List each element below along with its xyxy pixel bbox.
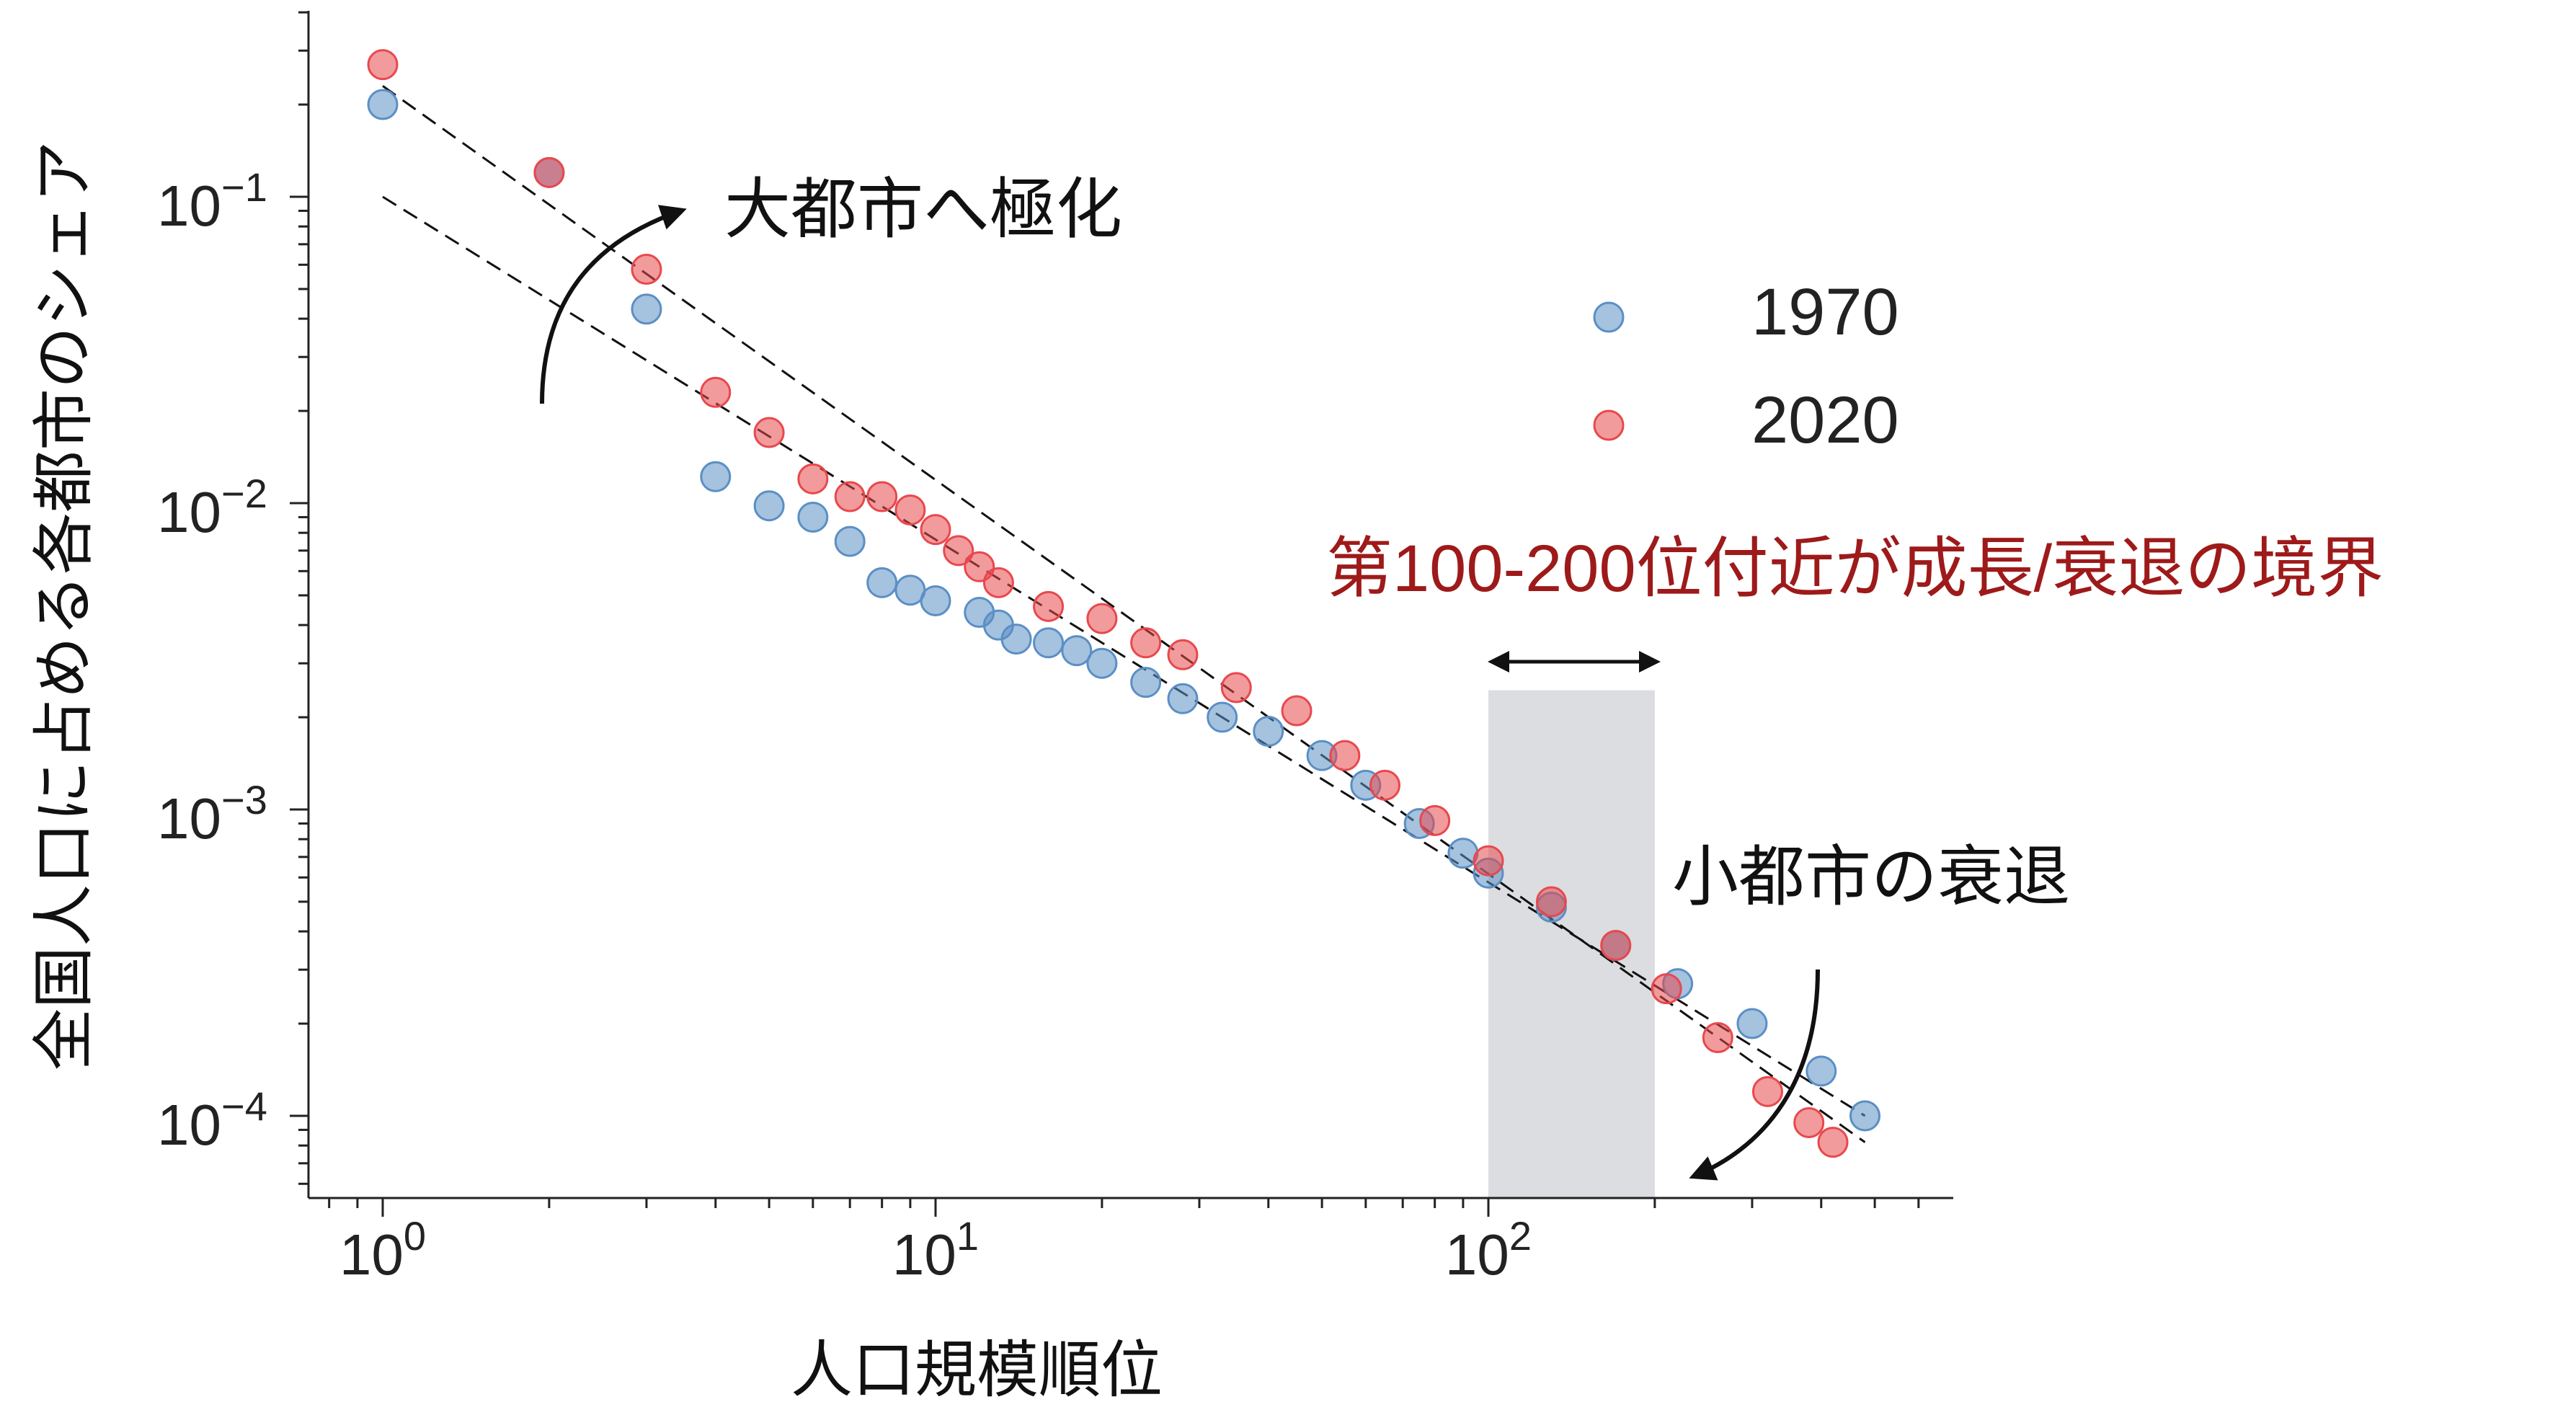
point-1970 (753, 490, 785, 522)
point-2020 (920, 514, 951, 546)
point-1970 (700, 461, 732, 492)
point-1970 (920, 585, 951, 616)
decline-annotation: 小都市の衰退 (1672, 840, 2070, 914)
point-1970 (631, 293, 662, 325)
point-2020 (982, 567, 1014, 598)
axes (307, 11, 1953, 1199)
decline-arrow (1689, 969, 1820, 1181)
point-2020 (943, 535, 974, 567)
point-2020 (1086, 603, 1118, 634)
fit-line (382, 85, 1866, 1143)
series-1970 (367, 89, 1881, 1132)
legend-marker-1970 (1593, 301, 1625, 333)
point-2020 (1130, 627, 1162, 659)
point-2020 (700, 376, 732, 408)
point-2020 (631, 254, 662, 285)
point-1970 (367, 89, 399, 120)
y-tick-label: 10−3 (157, 777, 267, 851)
point-2020 (1535, 886, 1567, 918)
point-2020 (1167, 639, 1199, 670)
fit-line (382, 195, 1866, 1117)
scatter-points (367, 49, 1881, 1158)
point-1970 (1061, 635, 1093, 667)
point-2020 (1033, 590, 1065, 622)
point-1970 (1736, 1008, 1768, 1039)
point-2020 (753, 417, 785, 448)
point-1970 (797, 501, 829, 533)
y-tick-label: 10−2 (157, 471, 267, 544)
point-1970 (1000, 624, 1032, 655)
point-1970 (1167, 683, 1199, 714)
legend: 1970 2020 (1593, 275, 1899, 457)
point-1970 (1033, 627, 1065, 659)
concentration-arrow (540, 205, 687, 404)
point-2020 (367, 49, 399, 81)
point-1970 (1253, 716, 1284, 747)
point-2020 (1751, 1075, 1783, 1107)
y-axis-label: 全国人口に占める各都市のシェア (30, 141, 99, 1070)
legend-marker-2020 (1593, 409, 1625, 441)
axis-ticks: 100 101 102 10−1 10−2 10−3 10−4 (157, 11, 1920, 1287)
point-2020 (533, 156, 565, 188)
point-2020 (1220, 672, 1252, 704)
point-2020 (1473, 845, 1504, 877)
point-2020 (1600, 930, 1632, 962)
point-2020 (1702, 1022, 1733, 1054)
point-2020 (1793, 1106, 1825, 1138)
point-2020 (834, 481, 866, 513)
point-2020 (797, 463, 829, 494)
legend-label-1970: 1970 (1751, 275, 1899, 349)
point-1970 (834, 525, 866, 557)
y-tick-label: 10−4 (157, 1083, 267, 1157)
point-1970 (1849, 1100, 1881, 1132)
x-tick-label: 100 (339, 1213, 426, 1287)
x-tick-label: 101 (892, 1213, 979, 1287)
point-2020 (1651, 973, 1682, 1005)
point-2020 (1369, 769, 1401, 801)
point-2020 (894, 494, 926, 525)
point-2020 (866, 481, 898, 513)
concentration-annotation: 大都市へ極化 (724, 173, 1122, 247)
x-axis-label: 人口規模順位 (791, 1336, 1163, 1402)
y-tick-label: 10−1 (157, 164, 267, 238)
point-1970 (1806, 1055, 1837, 1087)
point-2020 (1281, 695, 1313, 727)
fit-lines (382, 85, 1866, 1143)
legend-label-2020: 2020 (1751, 383, 1899, 457)
boundary-annotation: 第100-200位付近が成長/衰退の境界 (1326, 532, 2384, 605)
point-1970 (1130, 667, 1162, 698)
point-2020 (1329, 740, 1361, 771)
point-1970 (1207, 701, 1238, 733)
point-2020 (1419, 804, 1451, 836)
series-2020 (367, 49, 1849, 1158)
point-1970 (1086, 647, 1118, 679)
point-2020 (1817, 1127, 1849, 1158)
point-1970 (866, 567, 898, 598)
x-tick-label: 102 (1445, 1213, 1532, 1287)
